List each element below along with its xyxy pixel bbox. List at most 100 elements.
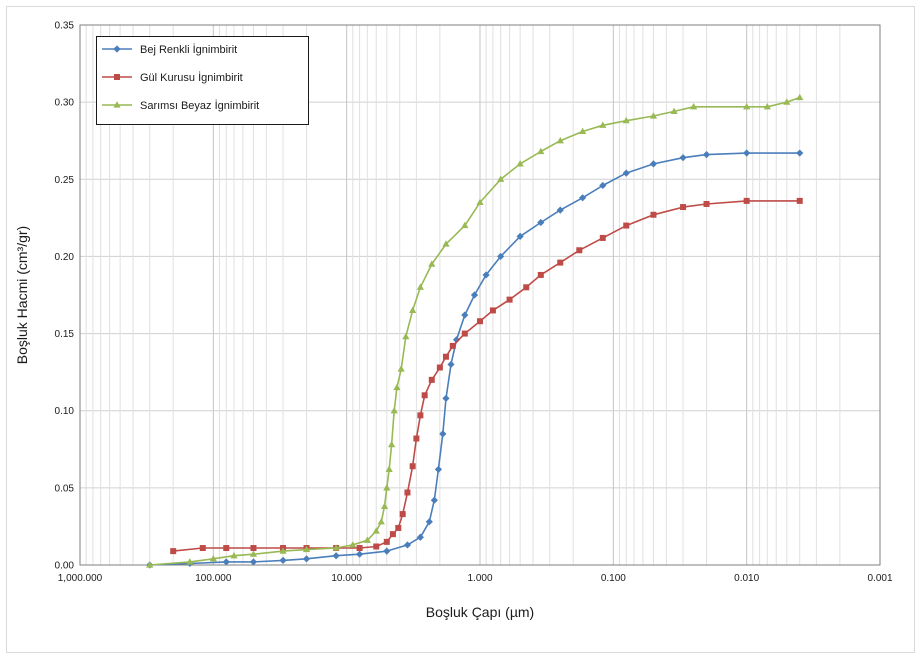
series-2-point — [506, 296, 513, 303]
series-3-point — [428, 260, 436, 267]
series-2-point — [623, 222, 630, 229]
series-2-point — [223, 545, 230, 552]
series-3-point — [385, 465, 393, 472]
plot-area — [79, 24, 881, 566]
series-2-point — [250, 545, 257, 552]
series-1-point — [434, 465, 443, 473]
series-2-point — [404, 489, 411, 496]
series-3-point — [302, 545, 311, 553]
series-2-point — [436, 364, 443, 371]
series-3-line — [149, 96, 800, 566]
series-2-point — [409, 463, 416, 470]
series-3-point — [763, 102, 771, 110]
series-2-point — [428, 376, 435, 383]
series-1-point — [403, 541, 412, 549]
grid — [80, 25, 880, 565]
y-tick-label: 0.15 — [55, 329, 75, 340]
x-tick-label: 1.000 — [467, 573, 492, 584]
series-2-point — [523, 284, 530, 291]
series-2-point — [199, 545, 206, 552]
series-3-point — [783, 98, 791, 105]
series-3-point — [230, 551, 238, 559]
y-tick-label: 0.35 — [55, 21, 75, 32]
series-2-point — [650, 211, 657, 218]
series-2-point — [399, 511, 406, 518]
series-1-point — [516, 232, 524, 240]
series-1-point — [355, 550, 364, 558]
series-1-point — [416, 533, 424, 541]
series-1-point — [497, 252, 505, 261]
series-3-point — [537, 147, 545, 155]
y-tick-labels: 0.00 0.05 0.10 0.15 0.20 0.25 0.30 0.35 — [55, 21, 75, 572]
series-2-point — [537, 271, 544, 278]
series-1-point — [332, 552, 340, 560]
series-3-point — [796, 93, 804, 101]
series-2-point — [170, 548, 177, 555]
series-2-point — [703, 200, 710, 207]
series-3-point — [393, 383, 401, 391]
y-tick-label: 0.30 — [55, 98, 75, 109]
y-tick-label: 0.25 — [55, 175, 75, 186]
legend-label: Bej Renkli İgnimbirit — [140, 43, 237, 56]
series-3-point — [279, 547, 287, 554]
y-axis-title: Boşluk Hacmi (cm³/gr) — [14, 226, 30, 364]
series-2-point — [680, 204, 687, 211]
y-tick-label: 0.00 — [55, 561, 75, 572]
series-3-point — [332, 544, 340, 551]
series-2-point — [796, 197, 803, 204]
series-3-point — [402, 332, 410, 340]
x-tick-label: 0.100 — [601, 573, 626, 584]
series-3-point — [388, 440, 396, 448]
x-tick-label: 0.010 — [734, 573, 759, 584]
series-1-point — [482, 271, 490, 279]
y-tick-label: 0.05 — [55, 483, 75, 494]
series-1-point — [622, 169, 630, 177]
x-tick-label: 0.001 — [867, 573, 892, 584]
series-1-point — [679, 154, 687, 162]
series-1-point — [222, 558, 230, 566]
series-2-point — [557, 259, 564, 266]
series-3-point — [349, 541, 357, 548]
series-3-point — [363, 536, 371, 543]
series-2-point — [383, 538, 390, 545]
series-3-point — [416, 283, 424, 290]
series-3-point — [380, 502, 389, 509]
series-2-point — [743, 197, 750, 204]
series-1-point — [447, 360, 455, 369]
series-2-point — [576, 247, 583, 254]
series-3-point — [377, 518, 385, 525]
series-3-point — [383, 484, 391, 491]
series-3 — [146, 93, 804, 568]
series-group — [146, 93, 804, 569]
series-1-point — [442, 394, 450, 402]
series-2-point — [489, 307, 496, 314]
x-axis-title: Boşluk Çapı (µm) — [426, 604, 534, 620]
series-3-point — [209, 555, 217, 562]
series-3-point — [461, 221, 469, 229]
series-1 — [146, 149, 804, 569]
series-2-point — [389, 531, 396, 538]
series-1-point — [452, 336, 461, 344]
series-1-point — [439, 430, 447, 438]
series-3-point — [579, 127, 587, 135]
series-1-point — [743, 149, 751, 157]
series-2-point — [477, 318, 483, 325]
legend-swatch-marker — [113, 101, 121, 108]
series-1-point — [537, 218, 545, 227]
series-1-point — [425, 518, 433, 526]
x-tick-labels: 1,000.000 100.000 10.000 1.000 0.100 0.010 0.0… — [58, 573, 893, 584]
series-3-point — [670, 107, 678, 114]
series-3-point — [146, 561, 154, 568]
series-3-point — [743, 102, 751, 110]
series-1-point — [302, 555, 311, 563]
series-1-point — [649, 160, 658, 168]
series-1-point — [599, 181, 607, 190]
series-3-point — [409, 306, 417, 314]
legend-swatch-marker — [113, 45, 121, 53]
series-3-point — [690, 102, 698, 110]
series-2-point — [417, 412, 424, 419]
series-3-point — [649, 112, 658, 119]
series-1-point — [430, 496, 438, 504]
